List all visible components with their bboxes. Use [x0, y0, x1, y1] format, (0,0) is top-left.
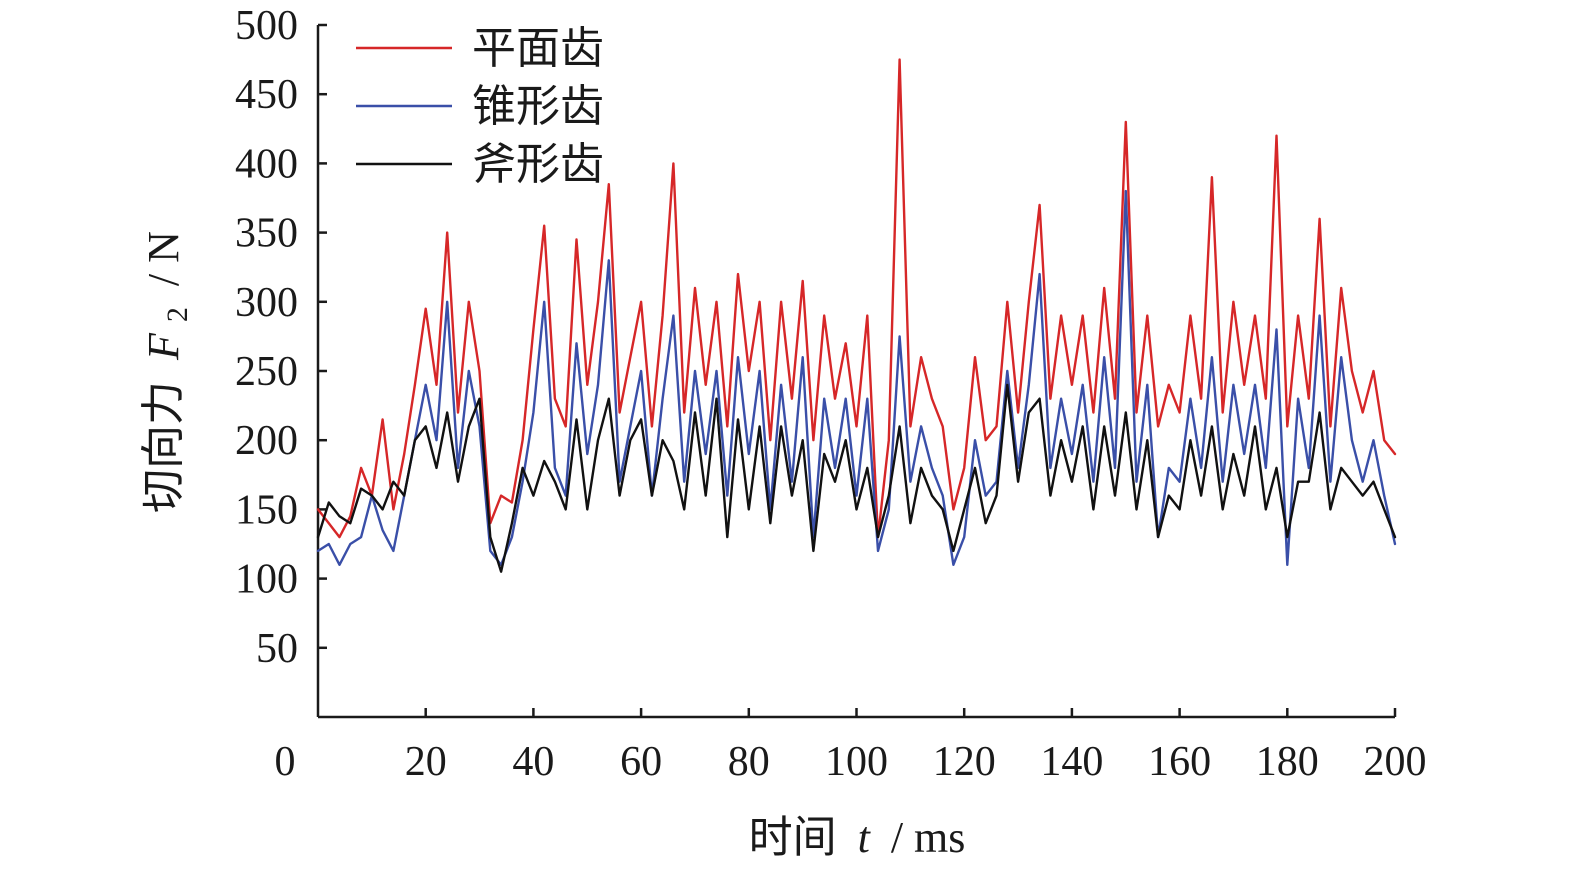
series-lines — [316, 58, 1397, 573]
y-tick-label: 350 — [235, 211, 298, 257]
x-axis-title-unit: / ms — [891, 813, 966, 862]
series-line-111111 — [316, 383, 1397, 573]
legend-label: 锥形齿 — [472, 82, 604, 131]
x-tick-label: 20 — [405, 739, 447, 785]
y-tick-label: 450 — [235, 72, 298, 118]
x-tick-label: 0 — [275, 739, 296, 785]
x-tick-label: 160 — [1148, 739, 1211, 785]
x-tick-label: 100 — [825, 739, 888, 785]
y-tick-label: 250 — [235, 349, 298, 395]
y-axis-title-sub: 2 — [161, 307, 194, 322]
x-tick-label: 40 — [512, 739, 554, 785]
legend-label: 斧形齿 — [472, 140, 604, 189]
x-tick-label: 140 — [1040, 739, 1103, 785]
x-axis-title: 时间 t / ms — [749, 813, 966, 862]
y-axis-title: 切向力 F 2 / N — [139, 231, 197, 513]
x-tick-label: 80 — [728, 739, 770, 785]
x-axis-title-prefix: 时间 — [749, 813, 837, 862]
y-tick-label: 50 — [256, 626, 298, 672]
y-axis-title-prefix: 切向力 — [139, 381, 188, 513]
y-tick-label: 100 — [235, 557, 298, 603]
y-tick-label: 500 — [235, 3, 298, 49]
legend-label: 平面齿 — [472, 24, 604, 73]
x-tick-label: 60 — [620, 739, 662, 785]
y-tick-label: 150 — [235, 487, 298, 533]
y-axis-title-unit: / N — [139, 231, 188, 286]
x-tick-label: 180 — [1256, 739, 1319, 785]
y-tick-label: 300 — [235, 280, 298, 326]
series-line-d62728 — [316, 58, 1397, 539]
axes: 0 20 40 60 80 100 120 140 160 180 200 50 100 150 200 25… — [235, 3, 1427, 785]
x-axis-title-var: t — [858, 813, 872, 862]
x-tick-label: 120 — [933, 739, 996, 785]
y-tick-label: 200 — [235, 418, 298, 464]
y-axis-title-var: F — [139, 332, 188, 361]
x-tick-label: 200 — [1364, 739, 1427, 785]
y-tick-label: 400 — [235, 141, 298, 187]
